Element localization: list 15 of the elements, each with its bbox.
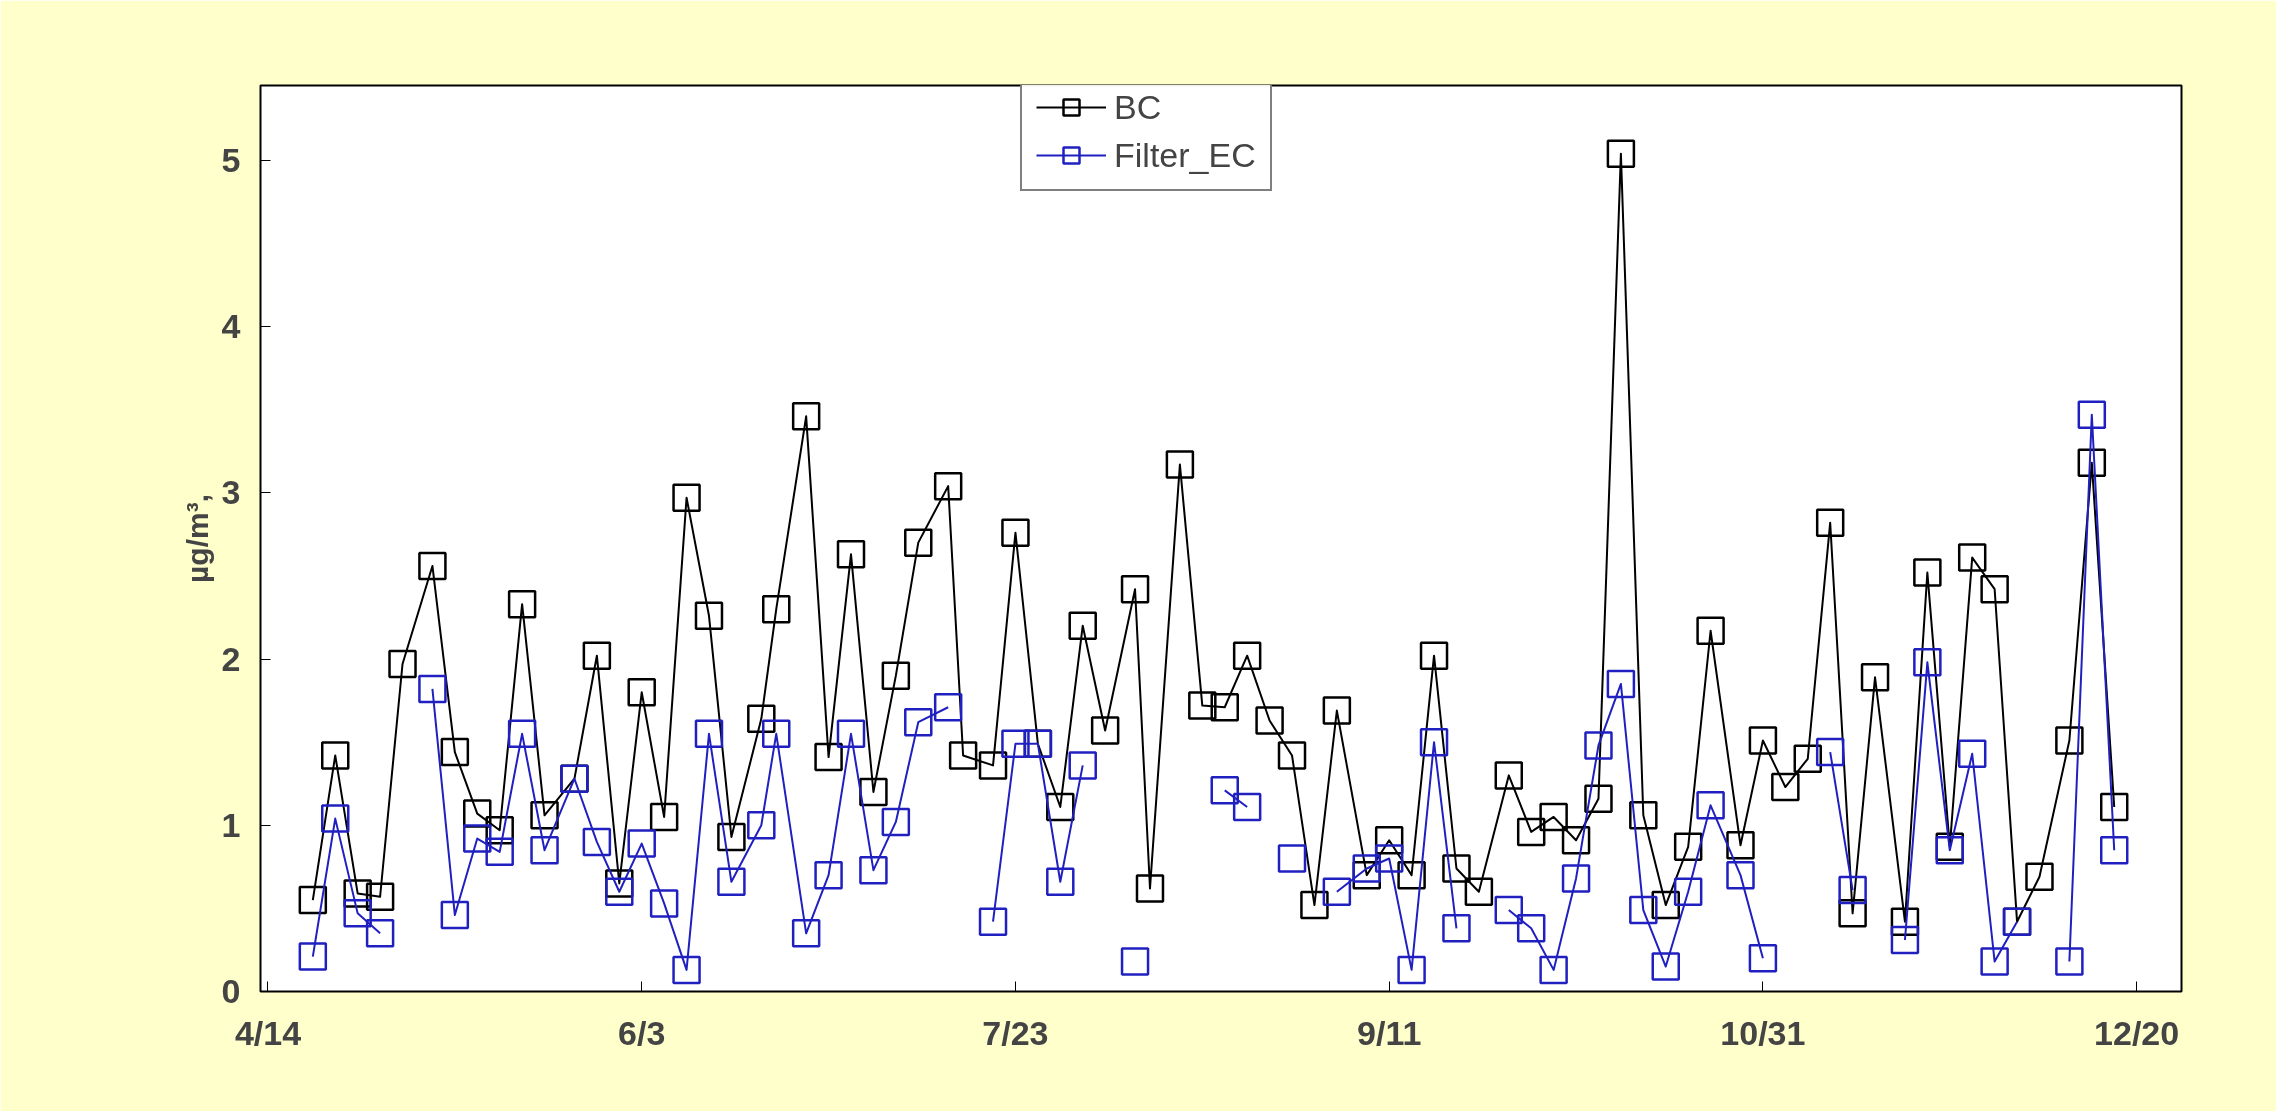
legend-label: BC [1114, 87, 1162, 127]
y-axis-title: µg/m³, [180, 494, 214, 583]
y-tick-label: 5 [221, 140, 241, 179]
x-tick-label: 10/31 [1720, 1013, 1806, 1052]
y-tick-label: 1 [221, 805, 241, 844]
x-tick-label: 9/11 [1357, 1013, 1422, 1052]
y-tick-label: 2 [221, 639, 241, 678]
y-tick-label: 3 [221, 473, 241, 512]
x-tick-label: 6/3 [618, 1013, 666, 1052]
y-tick-label: 4 [221, 307, 241, 346]
x-tick-label: 7/23 [982, 1013, 1049, 1052]
x-tick-label: 12/20 [2094, 1013, 2180, 1052]
legend-label: Filter_EC [1114, 135, 1256, 175]
y-tick-label: 0 [221, 972, 241, 1010]
x-tick-label: 4/14 [234, 1013, 302, 1052]
